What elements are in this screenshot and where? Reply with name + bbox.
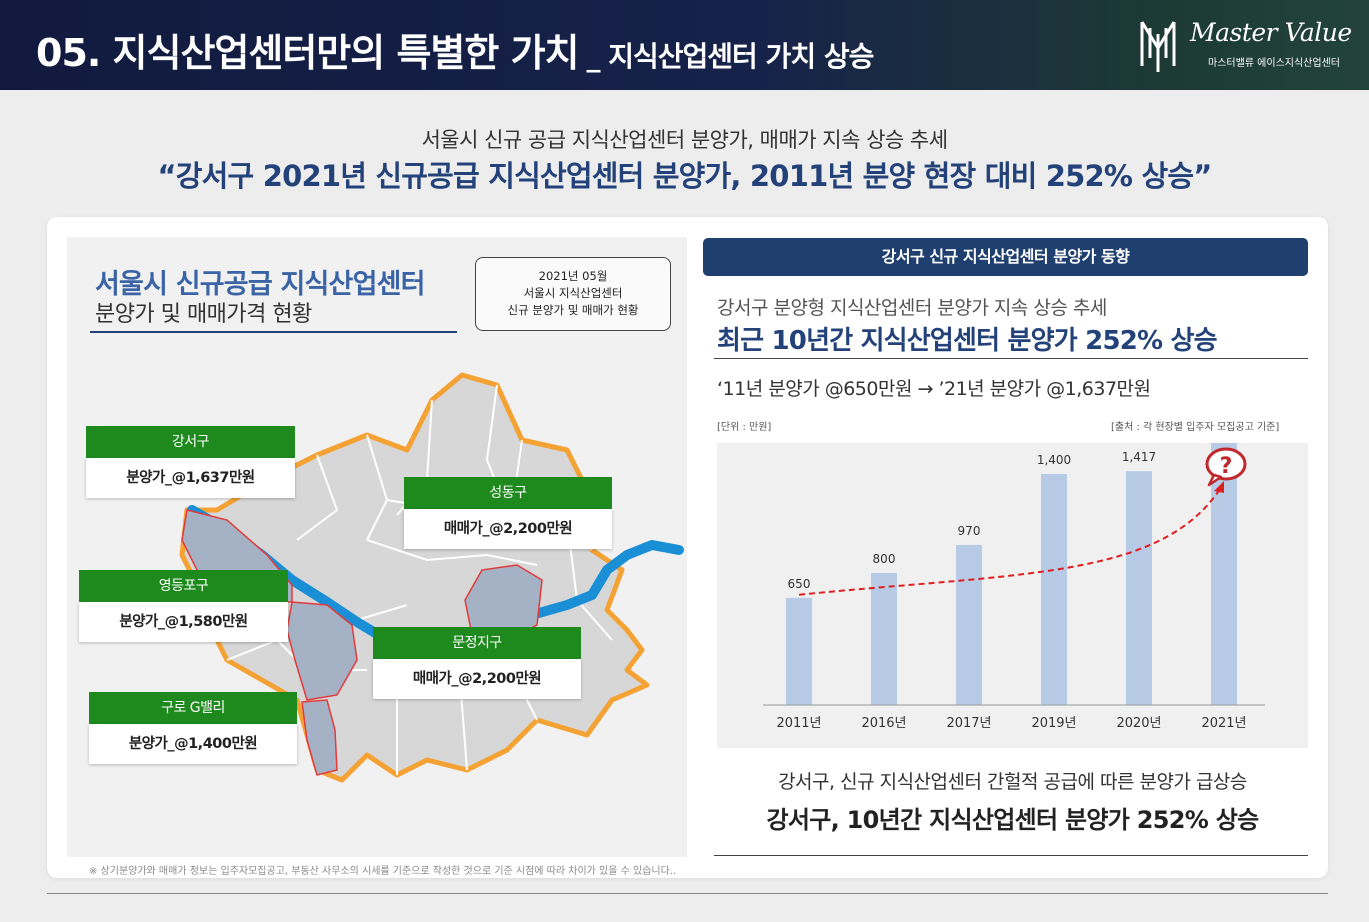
label-munjeong-value: 매매가_@2,200만원 bbox=[373, 659, 581, 699]
trend-arrow-line bbox=[798, 488, 1221, 596]
district-yeongdeungpo bbox=[286, 601, 358, 701]
x-tick-label: 2020년 bbox=[1116, 716, 1161, 731]
label-guro-district: 구로 G밸리 bbox=[89, 692, 297, 724]
right-panel-headline: 최근 10년간 지식산업센터 분양가 252% 상승 bbox=[717, 326, 1218, 356]
bar-2017년 bbox=[956, 544, 982, 705]
logo-text: Master Value bbox=[1190, 18, 1352, 47]
logo-subtext: 마스터밸류 에이스지식산업센터 bbox=[1208, 58, 1340, 69]
footnote: ※ 상기분양가와 매매가 정보는 입주자모집공고, 부동산 사무소의 시세를 기… bbox=[89, 866, 677, 877]
label-guro-value: 분양가_@1,400만원 bbox=[89, 724, 297, 764]
label-seongdong-district: 성동구 bbox=[404, 477, 612, 509]
bar-2019년 bbox=[1041, 474, 1067, 705]
page-title-main: 05. 지식산업센터만의 특별한 가치 bbox=[36, 31, 579, 75]
label-gangseo-district: 강서구 bbox=[86, 426, 295, 458]
label-seongdong: 성동구 매매가_@2,200만원 bbox=[404, 477, 612, 549]
date-info-box: 2021년 05월 서울시 지식산업센터 신규 분양가 및 매매가 현황 bbox=[475, 257, 671, 331]
x-tick-label: 2016년 bbox=[861, 716, 906, 731]
header-bar: 05. 지식산업센터만의 특별한 가치 _ 지식산업센터 가치 상승 Master… bbox=[0, 0, 1369, 90]
page-title-sub: _ 지식산업센터 가치 상승 bbox=[586, 40, 875, 73]
map-title-divider bbox=[90, 331, 457, 333]
district-guro bbox=[301, 699, 338, 776]
x-tick-label: 2011년 bbox=[776, 716, 821, 731]
date-line-3: 신규 분양가 및 매매가 현황 bbox=[507, 303, 639, 317]
bar-2011년 bbox=[786, 597, 812, 705]
bar-2016년 bbox=[871, 573, 897, 705]
label-seongdong-value: 매매가_@2,200만원 bbox=[404, 509, 612, 549]
label-gangseo: 강서구 분양가_@1,637만원 bbox=[86, 426, 295, 498]
label-yeongdeungpo-district: 영등포구 bbox=[79, 570, 288, 602]
right-panel-subtitle: 강서구 분양형 지식산업센터 분양가 지속 상승 추세 bbox=[717, 297, 1107, 319]
right-panel-foot-headline: 강서구, 10년간 지식산업센터 분양가 252% 상승 bbox=[766, 806, 1259, 834]
right-panel-banner: 강서구 신규 지식산업센터 분양가 동향 bbox=[703, 238, 1308, 276]
trend-arrow-head bbox=[1214, 481, 1224, 493]
page-title: 05. 지식산업센터만의 특별한 가치 _ 지식산업센터 가치 상승 bbox=[36, 22, 875, 77]
intro-subtitle: 서울시 신규 공급 지식산업센터 분양가, 매매가 지속 상승 추세 bbox=[421, 128, 948, 152]
bar-value-label: 1,400 bbox=[1037, 453, 1071, 467]
date-line-1: 2021년 05월 bbox=[538, 269, 608, 283]
question-mark: ? bbox=[1220, 454, 1233, 479]
price-comparison: ‘11년 분양가 @650만원 → ’21년 분양가 @1,637만원 bbox=[717, 378, 1151, 400]
bar-value-label: 970 bbox=[958, 524, 981, 538]
bar-2020년 bbox=[1126, 471, 1152, 705]
chart-source: [출처 : 각 현장별 입주자 모집공고 기준] bbox=[1111, 422, 1280, 433]
bar-value-label: 650 bbox=[788, 577, 811, 591]
logo-mark-icon bbox=[1140, 21, 1176, 72]
question-bubble-icon: ? bbox=[1205, 447, 1247, 487]
label-munjeong-district: 문정지구 bbox=[373, 627, 581, 659]
label-yeongdeungpo-value: 분양가_@1,580만원 bbox=[79, 602, 288, 642]
bar-value-label: 1,417 bbox=[1122, 450, 1156, 464]
date-line-2: 서울시 지식산업센터 bbox=[523, 286, 623, 300]
label-gangseo-value: 분양가_@1,637만원 bbox=[86, 458, 295, 498]
chart-unit: [단위 : 만원] bbox=[717, 422, 772, 433]
intro-headline: “강서구 2021년 신규공급 지식산업센터 분양가, 2011년 분양 현장 … bbox=[157, 159, 1213, 193]
bar-value-label: 800 bbox=[873, 552, 896, 566]
page-bottom-divider bbox=[47, 893, 1328, 894]
label-yeongdeungpo: 영등포구 분양가_@1,580만원 bbox=[79, 570, 288, 642]
map-panel-title: 서울시 신규공급 지식산업센터 bbox=[95, 269, 426, 300]
map-panel-subtitle: 분양가 및 매매가격 현황 bbox=[95, 302, 312, 327]
x-tick-label: 2019년 bbox=[1031, 716, 1076, 731]
x-tick-label: 2021년 bbox=[1201, 716, 1246, 731]
right-panel-divider-bottom bbox=[714, 855, 1308, 856]
label-munjeong: 문정지구 매매가_@2,200만원 bbox=[373, 627, 581, 699]
right-panel-divider-top bbox=[714, 358, 1308, 359]
brand-logo: Master Value 마스터밸류 에이스지식산업센터 bbox=[1136, 14, 1356, 76]
label-guro: 구로 G밸리 분양가_@1,400만원 bbox=[89, 692, 297, 764]
right-panel-foot-subtitle: 강서구, 신규 지식산업센터 간헐적 공급에 따른 분양가 급상승 bbox=[778, 771, 1247, 793]
x-tick-label: 2017년 bbox=[946, 716, 991, 731]
